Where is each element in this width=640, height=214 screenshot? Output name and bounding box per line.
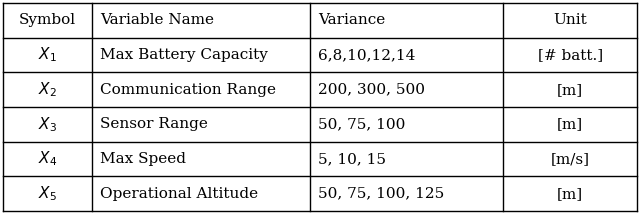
Text: Symbol: Symbol [19,13,76,27]
Text: $X_3$: $X_3$ [38,115,57,134]
Text: [m]: [m] [557,117,583,131]
Text: 50, 75, 100: 50, 75, 100 [318,117,406,131]
Text: Variance: Variance [318,13,385,27]
Text: [m]: [m] [557,187,583,201]
Text: 50, 75, 100, 125: 50, 75, 100, 125 [318,187,444,201]
Text: [# batt.]: [# batt.] [538,48,603,62]
Text: Communication Range: Communication Range [100,83,276,97]
Text: Max Speed: Max Speed [100,152,186,166]
Text: Max Battery Capacity: Max Battery Capacity [100,48,268,62]
Text: 6,8,10,12,14: 6,8,10,12,14 [318,48,415,62]
Text: $X_5$: $X_5$ [38,184,57,203]
Text: Variable Name: Variable Name [100,13,214,27]
Text: 200, 300, 500: 200, 300, 500 [318,83,425,97]
Text: [m]: [m] [557,83,583,97]
Text: Sensor Range: Sensor Range [100,117,208,131]
Text: $X_1$: $X_1$ [38,46,57,64]
Text: 5, 10, 15: 5, 10, 15 [318,152,386,166]
Text: Unit: Unit [553,13,587,27]
Text: $X_2$: $X_2$ [38,80,57,99]
Text: Operational Altitude: Operational Altitude [100,187,259,201]
Text: [m/s]: [m/s] [550,152,589,166]
Text: $X_4$: $X_4$ [38,150,57,168]
